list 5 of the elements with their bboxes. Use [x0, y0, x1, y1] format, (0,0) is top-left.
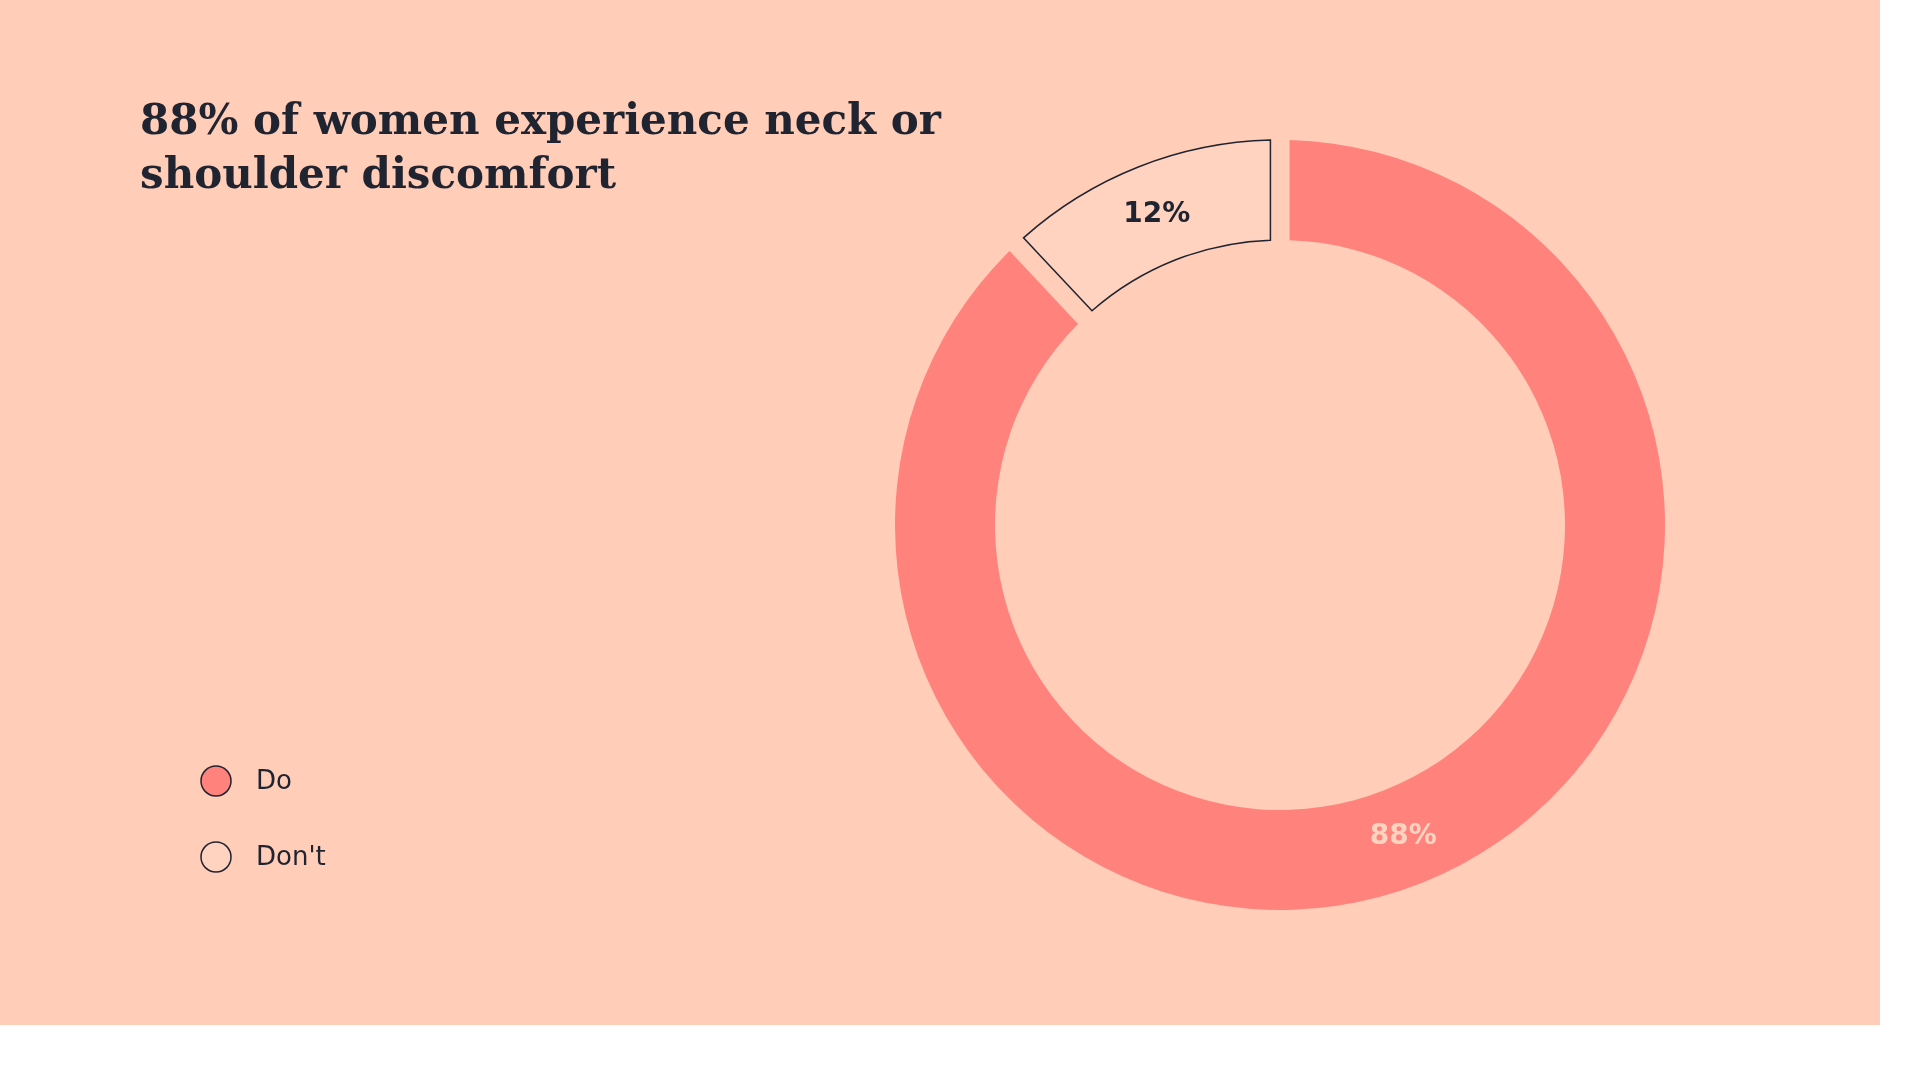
- data-label: 12%: [1123, 195, 1191, 229]
- chart-title: 88% of women experience neck or shoulder discomfort: [140, 95, 942, 199]
- legend-label: Do: [256, 765, 292, 795]
- legend-label: Don't: [256, 841, 326, 871]
- data-label: 88%: [1369, 818, 1437, 852]
